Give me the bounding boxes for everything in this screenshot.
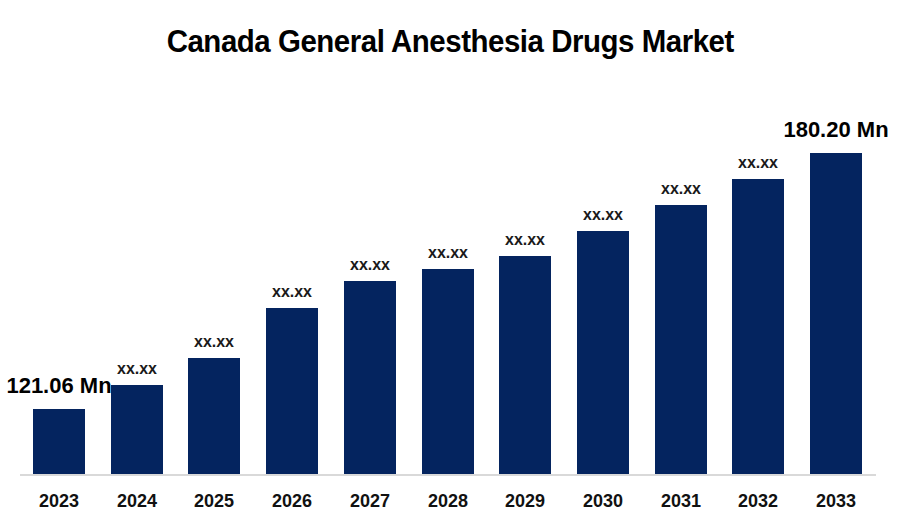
x-axis-label-2024: 2024 [117, 492, 157, 510]
bar-2029 [499, 256, 551, 474]
x-axis-label-2027: 2027 [350, 492, 390, 510]
x-axis-line [20, 474, 876, 476]
bar-2023 [33, 409, 85, 474]
bar-value-label-2033: 180.20 Mn [783, 119, 888, 141]
bar-value-label-2024: xx.xx [117, 361, 157, 377]
bar-value-label-2028: xx.xx [428, 245, 468, 261]
bar-value-label-2025: xx.xx [194, 334, 234, 350]
x-axis-label-2032: 2032 [738, 492, 778, 510]
bar-value-label-2030: xx.xx [583, 207, 623, 223]
bar-2024 [111, 385, 163, 474]
bar-2033 [810, 153, 862, 474]
bar-2028 [422, 269, 474, 474]
x-axis-label-2023: 2023 [39, 492, 79, 510]
bar-value-label-2032: xx.xx [738, 155, 778, 171]
plot-area: 121.06 Mn 2023 xx.xx 2024 xx.xx 2025 xx.xx 2026… [0, 0, 900, 525]
x-axis-label-2029: 2029 [505, 492, 545, 510]
bar-chart: Canada General Anesthesia Drugs Market 1… [0, 0, 900, 525]
bar-2025 [188, 358, 240, 474]
bar-2032 [732, 179, 784, 474]
bar-value-label-2026: xx.xx [272, 284, 312, 300]
x-axis-label-2026: 2026 [272, 492, 312, 510]
bar-value-label-2027: xx.xx [350, 257, 390, 273]
x-axis-label-2025: 2025 [194, 492, 234, 510]
bar-2031 [655, 205, 707, 474]
x-axis-label-2033: 2033 [816, 492, 856, 510]
x-axis-label-2030: 2030 [583, 492, 623, 510]
x-axis-label-2028: 2028 [428, 492, 468, 510]
bar-value-label-2023: 121.06 Mn [6, 375, 111, 397]
bar-2027 [344, 281, 396, 474]
x-axis-label-2031: 2031 [661, 492, 701, 510]
bar-2026 [266, 308, 318, 474]
bar-value-label-2031: xx.xx [661, 181, 701, 197]
bar-2030 [577, 231, 629, 474]
bar-value-label-2029: xx.xx [505, 232, 545, 248]
